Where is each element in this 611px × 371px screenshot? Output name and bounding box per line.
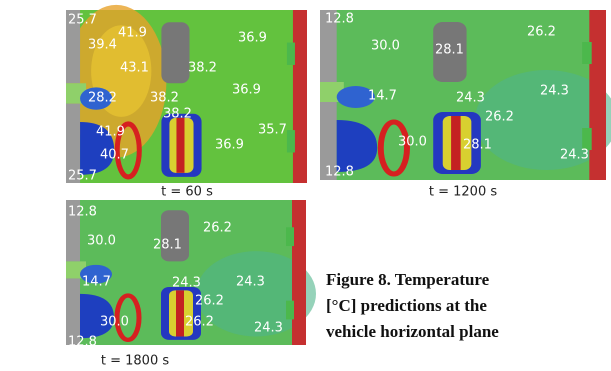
temp-label: 26.2 <box>185 315 214 330</box>
temp-label: 12.8 <box>68 205 97 220</box>
temp-label: 24.3 <box>540 84 569 99</box>
temp-label: 26.2 <box>485 110 514 125</box>
seat-stripe <box>451 116 461 170</box>
seat-upper <box>161 22 189 83</box>
temp-label: 36.9 <box>232 83 261 98</box>
temp-label: 24.3 <box>456 91 485 106</box>
seat-stripe <box>176 118 184 173</box>
temp-label: 38.2 <box>150 91 179 106</box>
rear-vent <box>287 43 295 65</box>
temp-label: 30.0 <box>100 315 129 330</box>
temp-label: 24.3 <box>560 148 589 163</box>
temp-label: 28.1 <box>153 238 182 253</box>
temp-label: 30.0 <box>398 135 427 150</box>
temp-label: 26.2 <box>203 221 232 236</box>
temp-label: 41.9 <box>96 125 125 140</box>
temp-label: 41.9 <box>118 26 147 41</box>
temp-label: 24.3 <box>236 275 265 290</box>
temp-label: 25.7 <box>68 13 97 28</box>
rear-vent <box>286 227 294 246</box>
temp-label: 24.3 <box>172 276 201 291</box>
temp-label: 14.7 <box>82 275 111 290</box>
temp-label: 25.7 <box>68 169 97 184</box>
temp-label: 39.4 <box>88 38 117 53</box>
temp-label: 14.7 <box>368 89 397 104</box>
time-caption: t = 1200 s <box>429 185 497 200</box>
rear-wall <box>589 10 606 180</box>
temp-label: 30.0 <box>371 39 400 54</box>
temp-label: 43.1 <box>120 61 149 76</box>
temp-label: 38.2 <box>163 107 192 122</box>
temp-label: 40.7 <box>100 148 129 163</box>
time-caption: t = 60 s <box>161 185 213 200</box>
temp-label: 35.7 <box>258 123 287 138</box>
temp-label: 30.0 <box>87 234 116 249</box>
temp-label: 36.9 <box>215 138 244 153</box>
caption-line: vehicle horizontal plane <box>326 322 499 341</box>
temp-label: 28.1 <box>463 138 492 153</box>
rear-vent <box>582 42 592 64</box>
temp-label: 24.3 <box>254 321 283 336</box>
seat-stripe <box>176 290 184 336</box>
caption-line: [°C] predictions at the <box>326 296 487 315</box>
temp-label: 28.2 <box>88 91 117 106</box>
temp-label: 12.8 <box>68 335 97 350</box>
temp-label: 12.8 <box>325 12 354 27</box>
figure: 25.7 39.4 41.9 43.1 38.2 36.9 28.2 38.2 … <box>0 0 611 371</box>
seat-upper <box>161 210 189 261</box>
caption-line: Figure 8. Temperature <box>326 270 490 289</box>
rear-vent <box>286 301 294 320</box>
temp-label: 38.2 <box>188 61 217 76</box>
temp-label: 36.9 <box>238 31 267 46</box>
temp-label: 26.2 <box>527 25 556 40</box>
temp-label: 12.8 <box>325 165 354 180</box>
figure-caption: Figure 8. Temperature [°C] predictions a… <box>326 270 499 341</box>
temp-label: 28.1 <box>435 43 464 58</box>
rear-wall <box>293 10 307 183</box>
rear-wall <box>292 200 306 345</box>
temp-label: 26.2 <box>195 294 224 309</box>
time-caption: t = 1800 s <box>101 354 169 369</box>
rear-vent <box>287 130 295 152</box>
